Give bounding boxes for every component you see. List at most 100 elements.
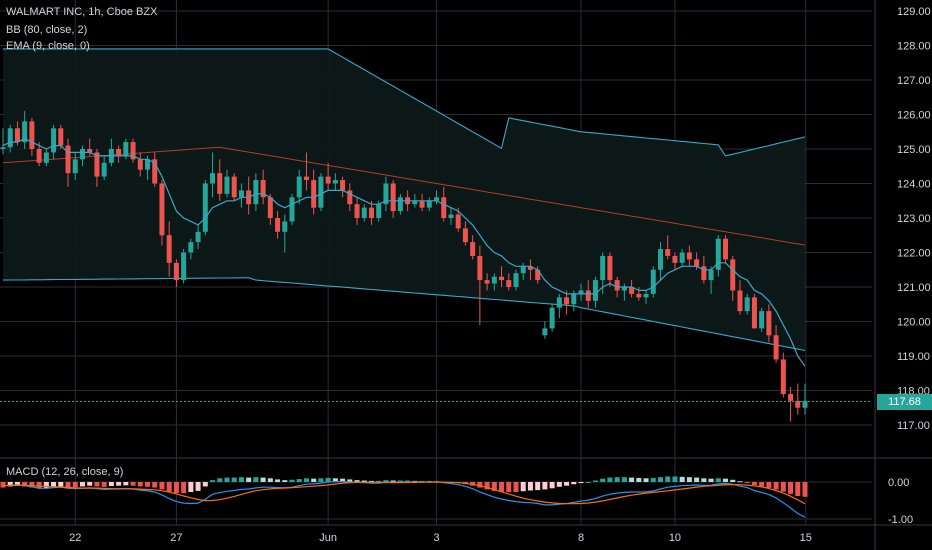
macd-histogram-bar: [303, 478, 309, 482]
candle-body: [390, 183, 396, 212]
candle-body: [397, 197, 403, 212]
candle-body: [643, 293, 649, 298]
candle-body: [340, 180, 346, 191]
candle-body: [795, 400, 801, 408]
macd-histogram-bar: [715, 478, 721, 482]
macd-histogram-bar: [101, 482, 107, 487]
macd-histogram-bar: [383, 480, 389, 482]
candle-body: [29, 121, 35, 149]
macd-histogram-bar: [643, 478, 649, 482]
candle-body: [202, 183, 208, 232]
y-tick-label: 119.00: [897, 351, 930, 363]
candle-body: [72, 159, 78, 174]
candle-body: [535, 269, 541, 281]
macd-histogram-bar: [368, 480, 374, 482]
candle-body: [448, 214, 454, 218]
y-tick-label: 117.00: [897, 420, 930, 432]
macd-histogram-bar: [87, 482, 93, 486]
bb-basis: [2, 146, 806, 246]
candle-body: [802, 400, 808, 408]
macd-histogram-bar: [751, 482, 757, 485]
candle-body: [0, 147, 6, 149]
macd-histogram-bar: [708, 478, 714, 482]
candle-body: [715, 238, 721, 270]
macd-histogram-bar: [484, 482, 490, 490]
macd-histogram-bar: [7, 482, 13, 487]
candle-body: [737, 290, 743, 312]
candle-body: [542, 328, 548, 336]
candle-body: [585, 290, 591, 301]
candle-body: [79, 149, 85, 160]
macd-histogram-bar: [527, 482, 533, 491]
macd-histogram-bar: [260, 477, 266, 482]
macd-histogram-bar: [188, 482, 194, 492]
candle-body: [22, 121, 28, 143]
macd-histogram-bar: [542, 482, 548, 490]
candle-body: [231, 176, 237, 198]
candle-body: [788, 393, 794, 401]
candle-body: [195, 231, 201, 243]
candle-body: [441, 197, 447, 218]
macd-histogram-bar: [607, 477, 613, 482]
ema-legend: EMA (9, close, 0): [6, 40, 90, 52]
candle-body: [376, 204, 382, 218]
candle-body: [318, 176, 324, 208]
macd-histogram-bar: [224, 477, 230, 482]
bb-upper: [3, 48, 806, 157]
candle-body: [303, 176, 309, 181]
candle-body: [354, 204, 360, 218]
candle-body: [578, 290, 584, 294]
y-tick-label: 125.00: [897, 144, 931, 156]
macd-histogram-bar: [780, 482, 786, 492]
macd-histogram-bar: [578, 482, 584, 484]
candle-body: [607, 255, 613, 281]
macd-histogram-bar: [397, 480, 403, 482]
candle-body: [773, 335, 779, 360]
macd-histogram-bar: [43, 482, 49, 489]
candle-body: [51, 128, 57, 153]
y-tick-label: 128.00: [897, 41, 931, 53]
macd-histogram-bar: [556, 482, 562, 487]
candle-body: [701, 266, 707, 281]
y-tick-label: 122.00: [897, 248, 931, 260]
macd-histogram-bar: [123, 482, 129, 486]
candle-body: [101, 162, 107, 177]
candle-body: [665, 249, 671, 256]
candle-body: [238, 190, 244, 198]
candle-body: [592, 280, 598, 301]
macd-histogram-bar: [347, 479, 353, 482]
macd-histogram-bar: [311, 478, 317, 482]
macd-histogram-bar: [571, 482, 577, 485]
last-price-tag: 117.68: [877, 393, 932, 410]
candle-body: [600, 255, 606, 281]
candle-body: [412, 200, 418, 205]
candle-body: [65, 145, 71, 174]
macd-histogram-bar: [585, 482, 591, 483]
macd-histogram-bar: [144, 482, 151, 487]
candle-body: [36, 149, 42, 163]
candle-body: [506, 280, 512, 287]
candle-body: [361, 207, 367, 218]
ema-line: [2, 138, 806, 367]
macd-histogram-bar: [332, 478, 338, 482]
macd-histogram-bar: [592, 480, 598, 482]
x-tick-label: 15: [800, 532, 812, 544]
macd-histogram-bar: [629, 477, 635, 482]
y-tick-label: 129.00: [897, 6, 931, 18]
x-tick-label: Jun: [319, 532, 337, 544]
candle-body: [166, 235, 172, 263]
y-tick-label: 124.00: [897, 179, 931, 191]
candle-body: [181, 252, 187, 281]
candle-body: [780, 359, 786, 394]
candle-body: [556, 297, 562, 308]
macd-histogram-bar: [14, 482, 20, 486]
candle-body: [224, 176, 230, 194]
candle-body: [368, 207, 374, 218]
candle-body: [629, 287, 635, 294]
macd-histogram-bar: [744, 482, 750, 483]
candle-body: [766, 311, 772, 336]
macd-histogram-bar: [788, 482, 794, 494]
candle-body: [332, 180, 338, 184]
macd-histogram-bar: [535, 482, 541, 491]
